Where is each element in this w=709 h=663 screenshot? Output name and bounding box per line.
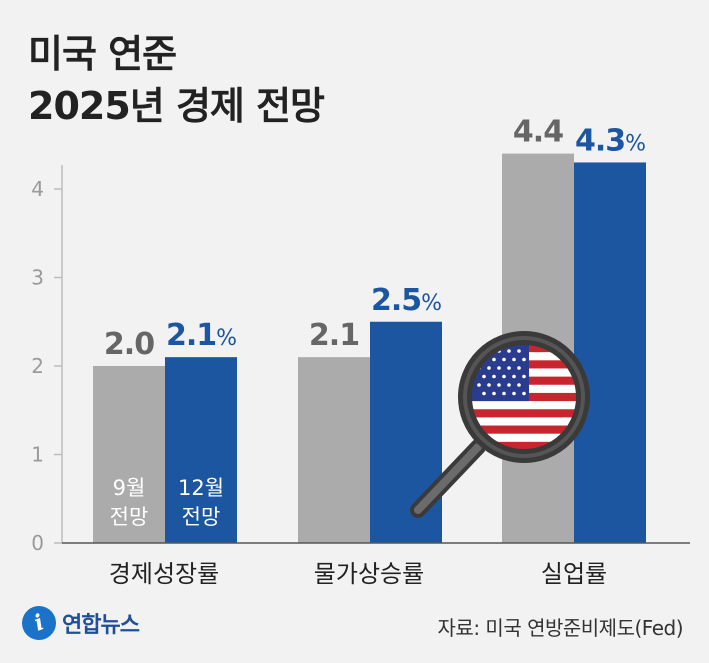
flag-star [517,349,521,353]
flag-star [497,366,501,370]
flag-star [492,374,496,379]
data-label: 2.5% [371,283,441,318]
flag-star [502,391,506,396]
series-label: 12월 [178,476,224,500]
flag-star [512,357,516,362]
data-label: 2.0 [104,327,154,362]
y-tick-label: 1 [31,443,44,467]
flag-star [522,374,526,379]
flag-star [497,383,501,387]
y-tick-label: 2 [31,354,44,378]
flag-star [492,391,496,396]
title-line-2: 2025년 경제 전망 [28,84,325,128]
flag-star [522,391,526,396]
bar [298,357,370,543]
flag-star [507,366,511,370]
data-label: 4.4 [513,115,563,150]
flag-star [482,374,486,379]
y-tick-label: 4 [31,177,44,201]
yonhap-logo-icon: i [17,601,61,645]
data-label: 4.3% [575,123,645,158]
category-label: 물가상승률 [314,560,424,588]
magnifier-flag-icon [410,331,590,518]
category-label: 실업률 [541,560,607,588]
flag-star [512,391,516,396]
flag-stripe [471,409,577,418]
source-note: 자료: 미국 연방준비제도(Fed) [437,616,684,640]
y-tick-label: 3 [31,266,44,290]
flag-star [517,383,521,387]
chart-title: 미국 연준 2025년 경제 전망 [28,28,325,132]
bar [574,162,646,543]
flag-star [487,383,491,387]
flag-stripe [471,433,577,443]
flag-star [502,374,506,379]
flag-stripe [471,441,577,450]
series-label: 전망 [182,505,221,529]
flag-stripe [471,401,577,410]
category-label: 경제성장률 [109,560,219,588]
y-tick-label: 0 [31,531,44,555]
bar [165,357,237,543]
flag-star [492,357,496,362]
bar [93,366,165,543]
us-flag-icon [471,344,577,450]
series-label: 9월 [113,476,146,500]
flag-star [502,357,506,362]
bar [370,321,442,543]
flag-star [522,357,526,362]
magnifier-handle-highlight [414,443,482,514]
flag-star [507,383,511,387]
yonhap-logo-text: 연합뉴스 [62,613,140,638]
series-label: 전망 [110,505,149,529]
flag-star [477,383,481,387]
magnifier-rim-highlight [463,336,585,458]
data-label: 2.1% [166,318,236,353]
flag-star [512,374,516,379]
flag-stripe [471,417,577,427]
flag-stripe [471,425,577,435]
title-line-1: 미국 연준 [28,32,177,76]
flag-star [517,366,521,370]
data-label: 2.1 [309,318,359,353]
flag-star [482,391,486,396]
yonhap-logo: i 연합뉴스 [17,601,140,645]
flag-star [487,366,491,370]
flag-star [507,349,511,353]
